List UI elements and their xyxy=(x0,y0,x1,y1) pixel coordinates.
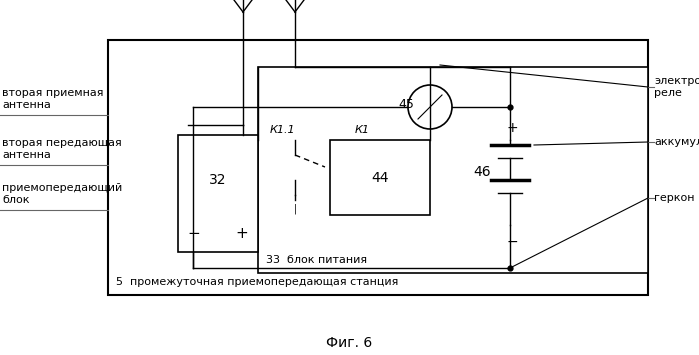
Bar xyxy=(108,40,648,295)
Text: −: − xyxy=(506,235,518,249)
Text: вторая приемная
антенна: вторая приемная антенна xyxy=(2,88,103,110)
Text: 33  блок питания: 33 блок питания xyxy=(266,255,367,265)
Bar xyxy=(178,135,258,252)
Text: электромагнитное
реле: электромагнитное реле xyxy=(654,76,699,98)
Text: 46: 46 xyxy=(473,165,491,179)
Bar xyxy=(258,67,648,273)
Text: аккумулятор: аккумулятор xyxy=(654,137,699,147)
Text: 5  промежуточная приемопередающая станция: 5 промежуточная приемопередающая станция xyxy=(116,277,398,287)
Text: 44: 44 xyxy=(371,170,389,185)
Text: Фиг. 6: Фиг. 6 xyxy=(326,336,372,350)
Text: К1.1: К1.1 xyxy=(270,125,296,135)
Text: 45: 45 xyxy=(398,98,414,110)
Text: |: | xyxy=(294,203,296,213)
Bar xyxy=(330,140,430,215)
Text: вторая передающая
антенна: вторая передающая антенна xyxy=(2,138,122,160)
Text: приемопередающий
блок: приемопередающий блок xyxy=(2,184,122,205)
Text: −: − xyxy=(187,226,201,241)
Text: 32: 32 xyxy=(209,173,226,187)
Text: +: + xyxy=(236,226,248,241)
Text: К1: К1 xyxy=(355,125,370,135)
Text: геркон: геркон xyxy=(654,193,695,203)
Text: +: + xyxy=(506,121,518,135)
